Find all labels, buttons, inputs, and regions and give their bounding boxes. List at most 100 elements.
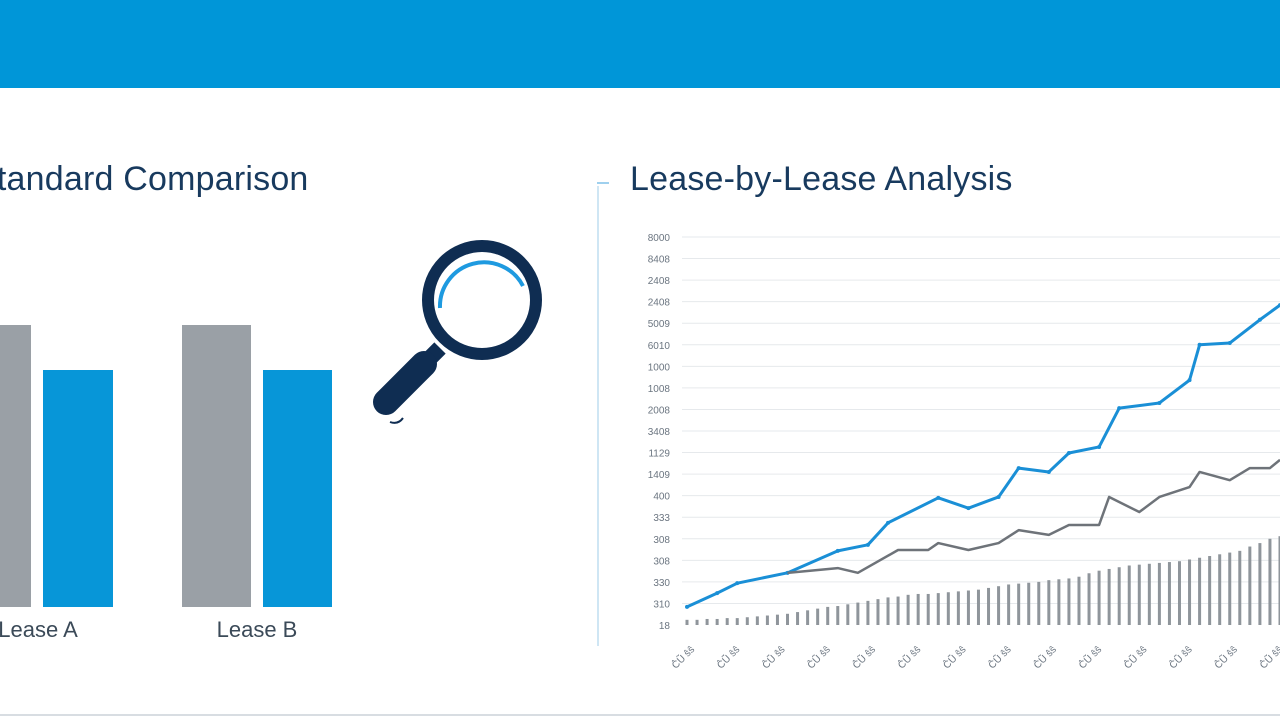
volume-bar bbox=[755, 616, 759, 625]
volume-bar bbox=[926, 593, 930, 625]
volume-bar bbox=[1007, 584, 1011, 625]
x-tick-label: ĈŨ ŝŝ bbox=[1121, 643, 1149, 671]
volume-bar bbox=[876, 599, 880, 625]
volume-bar bbox=[1097, 570, 1101, 625]
volume-bar bbox=[695, 619, 699, 625]
volume-bar bbox=[725, 618, 729, 625]
volume-bar bbox=[1157, 562, 1161, 625]
y-tick-label: 308 bbox=[653, 556, 670, 567]
bottom-border bbox=[0, 714, 1280, 716]
gray-trend-line bbox=[787, 458, 1280, 575]
volume-bar bbox=[1137, 564, 1141, 625]
volume-bar bbox=[976, 589, 980, 625]
blue-line-point bbox=[1227, 341, 1232, 346]
lease-a-gray-bar bbox=[0, 325, 31, 607]
volume-bar bbox=[1057, 579, 1061, 625]
blue-line-point bbox=[865, 542, 870, 547]
right-panel-title: Lease-by-Lease Analysis bbox=[630, 160, 1013, 198]
volume-bar bbox=[966, 590, 970, 625]
volume-bar bbox=[765, 615, 769, 625]
blue-line-point bbox=[685, 604, 689, 609]
blue-line-point bbox=[835, 548, 840, 553]
volume-bar bbox=[806, 610, 810, 625]
blue-line-point bbox=[1197, 342, 1202, 347]
lease-b-label: Lease B bbox=[216, 617, 298, 642]
left-panel-title: Standard Comparison bbox=[0, 160, 309, 198]
lease-b-gray-bar bbox=[182, 325, 251, 607]
volume-bar bbox=[816, 608, 820, 625]
y-tick-label: 2408 bbox=[648, 276, 671, 287]
y-tick-label: 1008 bbox=[648, 384, 671, 395]
volume-bar bbox=[886, 597, 890, 625]
x-tick-label: ĈŨ ŝŝ bbox=[759, 643, 787, 671]
volume-bar bbox=[987, 587, 991, 625]
volume-bar bbox=[1107, 568, 1111, 625]
x-tick-label: ĈŨ ŝŝ bbox=[1076, 643, 1104, 671]
blue-trend-line bbox=[686, 303, 1280, 609]
volume-bar bbox=[956, 591, 960, 625]
volume-bar bbox=[836, 606, 840, 625]
volume-bar bbox=[685, 619, 689, 625]
blue-line-point bbox=[1097, 444, 1102, 449]
volume-bar bbox=[1188, 559, 1192, 625]
volume-bar bbox=[1198, 557, 1202, 625]
panel-divider bbox=[597, 186, 599, 646]
volume-bar bbox=[1087, 573, 1091, 625]
y-tick-label: 310 bbox=[653, 599, 670, 610]
volume-bar bbox=[1047, 580, 1051, 625]
volume-bar bbox=[775, 614, 779, 625]
blue-line-point bbox=[735, 581, 740, 586]
blue-line-point bbox=[936, 495, 941, 500]
x-tick-label: ĈŨ ŝŝ bbox=[669, 643, 697, 671]
volume-bar bbox=[1017, 583, 1021, 625]
x-tick-label: ĈŨ ŝŝ bbox=[1031, 643, 1059, 671]
y-tick-label: 8000 bbox=[648, 233, 671, 244]
blue-line-point bbox=[715, 591, 720, 596]
volume-bar bbox=[936, 593, 940, 625]
volume-bar bbox=[735, 618, 739, 625]
volume-bar bbox=[1127, 565, 1131, 625]
volume-bar bbox=[1228, 552, 1232, 625]
blue-line-point bbox=[1066, 450, 1071, 455]
blue-line-point bbox=[1257, 317, 1262, 322]
volume-bar bbox=[1248, 546, 1252, 625]
blue-line-point bbox=[1117, 406, 1122, 411]
y-tick-label: 1129 bbox=[648, 449, 670, 460]
y-tick-label: 333 bbox=[653, 513, 670, 524]
volume-bar bbox=[796, 612, 800, 625]
volume-bar bbox=[1167, 562, 1171, 625]
header-bar bbox=[0, 0, 1280, 88]
y-tick-label: 330 bbox=[653, 578, 670, 589]
volume-bar bbox=[1278, 536, 1280, 625]
x-tick-label: ĈŨ ŝŝ bbox=[1211, 643, 1239, 671]
blue-line-point bbox=[996, 494, 1001, 499]
volume-bar bbox=[1238, 550, 1242, 625]
volume-bar bbox=[745, 617, 749, 625]
magnifying-glass-icon bbox=[373, 240, 542, 424]
x-tick-label: ĈŨ ŝŝ bbox=[1257, 643, 1280, 671]
lease-b-blue-bar bbox=[263, 370, 332, 607]
y-tick-label: 5009 bbox=[648, 319, 671, 330]
volume-bar bbox=[1268, 538, 1272, 625]
volume-bar bbox=[856, 602, 860, 625]
x-tick-label: ĈŨ ŝŝ bbox=[985, 643, 1013, 671]
volume-bar bbox=[705, 618, 709, 625]
x-tick-label: ĈŨ ŝŝ bbox=[850, 643, 878, 671]
volume-bar bbox=[846, 604, 850, 625]
y-tick-label: 3408 bbox=[648, 427, 671, 438]
volume-bar bbox=[786, 613, 790, 625]
volume-bar bbox=[1077, 576, 1081, 625]
blue-line-point bbox=[886, 520, 891, 525]
y-tick-label: 1000 bbox=[648, 362, 671, 373]
panel-divider-tick bbox=[597, 182, 609, 184]
lease-a-label: Lease A bbox=[0, 617, 78, 642]
y-tick-label: 2008 bbox=[648, 405, 671, 416]
blue-line-point bbox=[966, 506, 971, 511]
x-tick-label: ĈŨ ŝŝ bbox=[895, 643, 923, 671]
y-tick-label: 8408 bbox=[648, 255, 671, 266]
y-tick-label: 18 bbox=[659, 621, 671, 632]
volume-bar bbox=[1117, 567, 1121, 625]
lease-a-blue-bar bbox=[43, 370, 113, 607]
blue-line-point bbox=[1016, 466, 1021, 471]
